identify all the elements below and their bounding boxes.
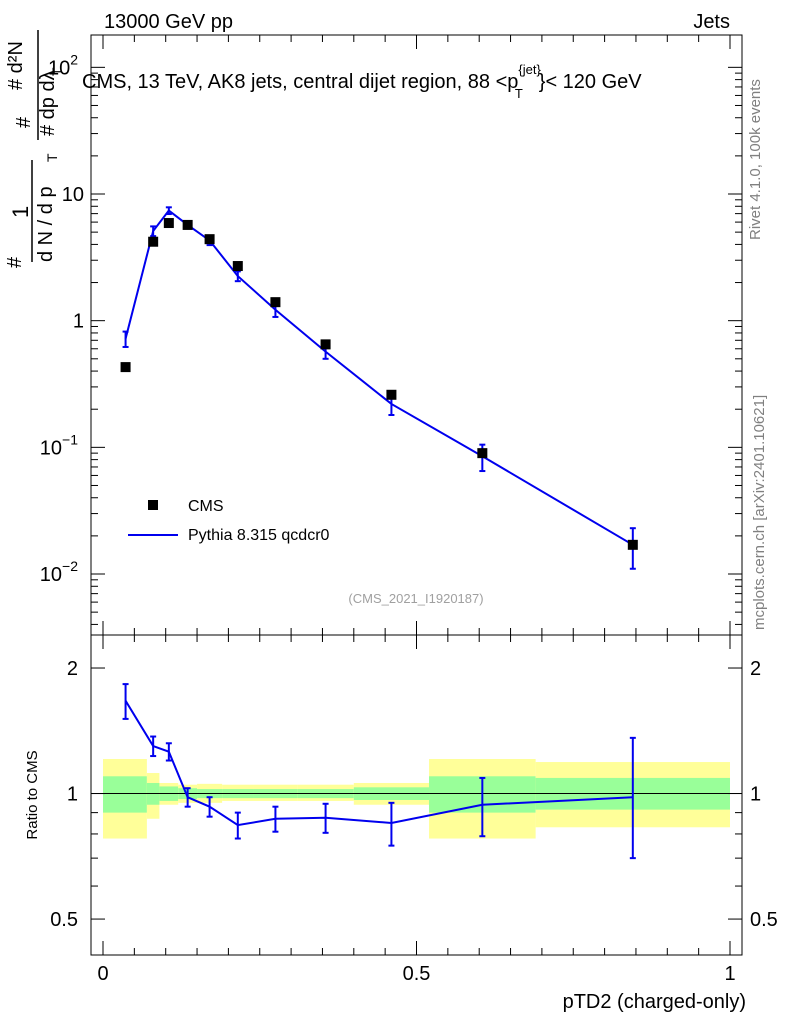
ratio-y-label: Ratio to CMS	[24, 750, 41, 839]
cms-point	[477, 448, 488, 459]
cms-point	[163, 218, 174, 229]
rivet-label: Rivet 4.1.0, 100k events	[747, 79, 764, 240]
main-y-tick-label: 102	[48, 51, 78, 79]
cms-point	[386, 389, 397, 400]
cms-point	[270, 297, 281, 308]
ratio-bands	[103, 759, 730, 839]
main-y-label: # 1 d N / d p T # # d²N # dp dλ T	[4, 30, 65, 268]
ylabel-sub-t-2: T	[49, 67, 65, 76]
cms-point	[627, 539, 638, 550]
legend-cms-marker	[148, 500, 158, 510]
main-title: CMS, 13 TeV, AK8 jets, central dijet reg…	[82, 62, 642, 101]
ratio-mc-series	[122, 683, 636, 860]
x-axis: 0 0.5 1	[97, 635, 736, 985]
legend-mc-label: Pythia 8.315 qcdcr0	[188, 527, 330, 544]
title-prefix: CMS, 13 TeV, AK8 jets, central dijet reg…	[82, 71, 518, 93]
main-x-ticks	[102, 35, 731, 635]
ratio-y-tick-label-right: 2	[750, 658, 761, 680]
ylabel-sub-t: T	[44, 153, 60, 162]
ylabel-one: 1	[8, 206, 33, 218]
ylabel-dp-dl: # dp dλ	[37, 70, 59, 136]
main-y-tick-label: 10−1	[40, 431, 78, 459]
ratio-y-tick-label: 1	[67, 784, 78, 806]
ylabel-dn-dp: d N / d p	[35, 186, 57, 262]
x-tick-label: 1	[724, 963, 735, 985]
ratio-y-tick-label-right: 0.5	[750, 909, 778, 931]
mcplots-label: mcplots.cern.ch [arXiv:2401.10621]	[751, 395, 768, 630]
ratio-y-tick-label-right: 1	[750, 784, 761, 806]
cms-series	[120, 218, 638, 550]
title-sub: T	[515, 86, 523, 101]
main-plot-frame	[90, 34, 743, 636]
ylabel-hash: #	[4, 256, 26, 268]
ratio-band-inner	[103, 776, 147, 813]
x-axis-label: pTD2 (charged-only)	[563, 991, 746, 1013]
ratio-y-axis: 0.5 0.5 1 1 2 2	[50, 658, 778, 931]
x-tick-label: 0	[97, 963, 108, 985]
cms-point	[182, 219, 193, 230]
cms-point	[320, 339, 331, 350]
legend: CMS Pythia 8.315 qcdcr0	[128, 498, 330, 544]
cms-point	[120, 362, 131, 373]
mc-line	[124, 209, 634, 546]
cms-point	[204, 234, 215, 245]
jets-label: Jets	[693, 11, 730, 33]
main-y-axis: 10−2 10−1 1 10 102	[40, 51, 742, 625]
ylabel-hash-2: #	[13, 116, 35, 128]
cms-point	[148, 236, 159, 247]
ratio-y-tick-label: 2	[67, 658, 78, 680]
analysis-watermark: (CMS_2021_I1920187)	[348, 591, 483, 606]
x-tick-label: 0.5	[403, 963, 431, 985]
title-sup: {jet}	[518, 62, 541, 77]
svg-text:CMS, 13 TeV, AK8 jets, central: CMS, 13 TeV, AK8 jets, central dijet reg…	[82, 62, 642, 101]
legend-cms-label: CMS	[188, 498, 224, 515]
main-y-tick-label: 10	[62, 184, 84, 206]
ratio-y-tick-label: 0.5	[50, 909, 78, 931]
title-suffix: }< 120 GeV	[539, 71, 643, 93]
cms-point	[232, 261, 243, 272]
main-y-tick-label: 10−2	[40, 558, 78, 586]
main-y-tick-label: 1	[73, 311, 84, 333]
energy-label: 13000 GeV pp	[104, 11, 233, 33]
ylabel-d2n: # d²N	[5, 41, 27, 90]
